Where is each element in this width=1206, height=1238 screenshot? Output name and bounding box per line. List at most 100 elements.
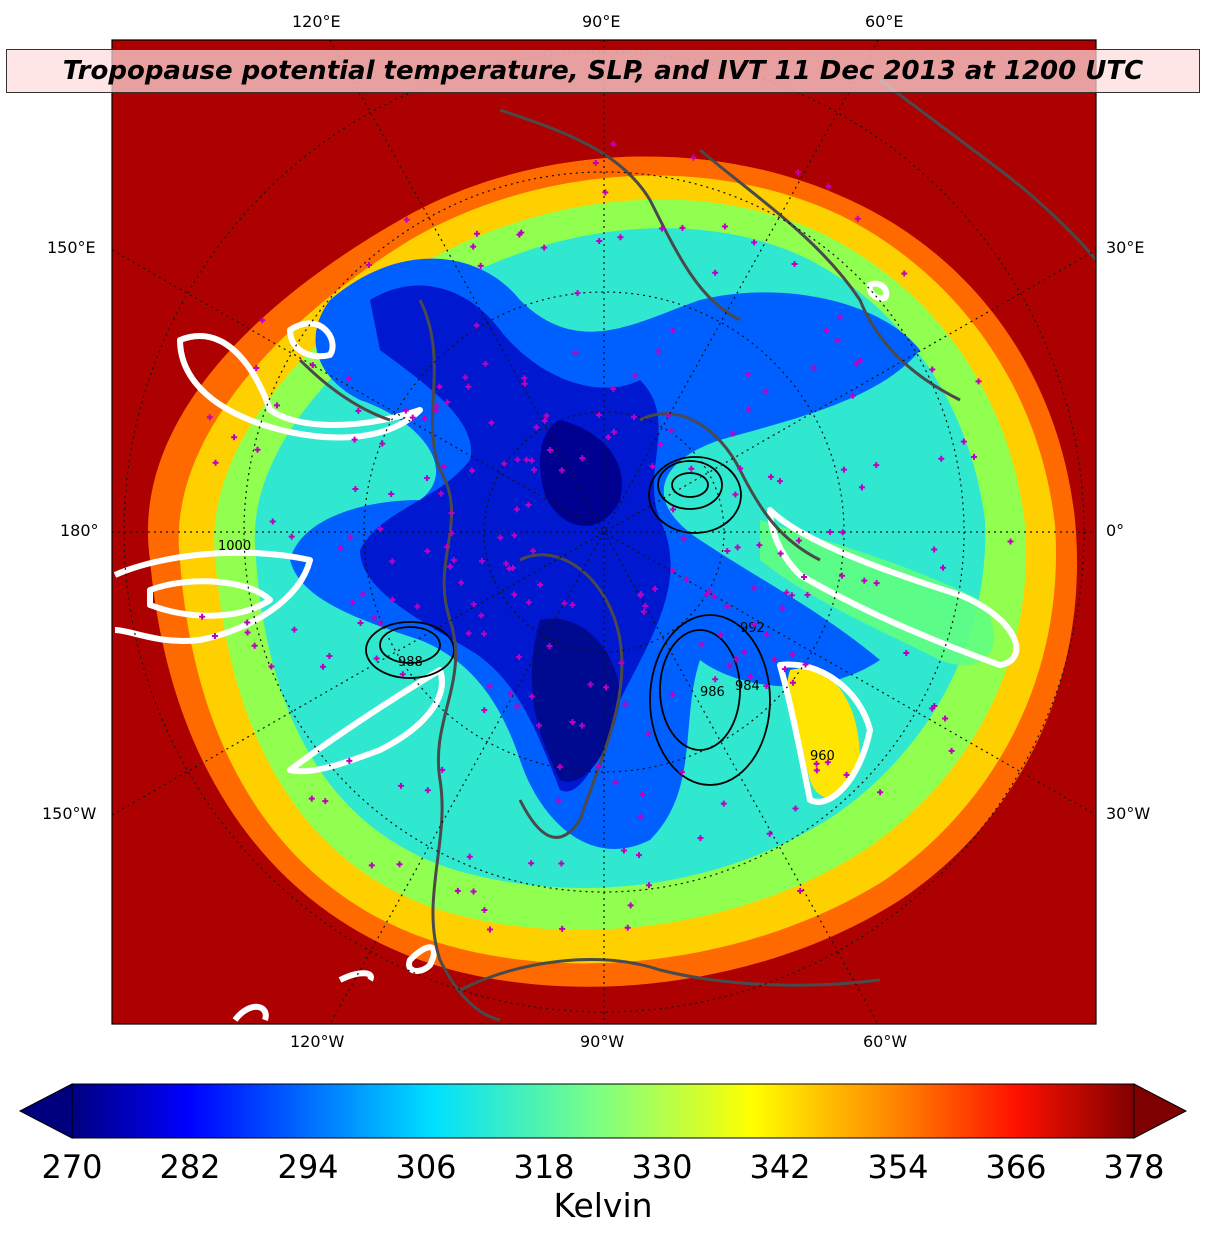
station-marker (531, 466, 538, 473)
station-marker (514, 456, 521, 463)
station-marker (523, 456, 530, 463)
station-marker (377, 525, 384, 532)
station-marker (515, 654, 522, 661)
station-marker (414, 603, 421, 610)
station-marker (337, 544, 344, 551)
station-marker (637, 813, 644, 820)
station-marker (559, 925, 566, 932)
slp-label: 960 (810, 749, 835, 764)
station-marker (357, 619, 364, 626)
station-marker (603, 684, 610, 691)
station-marker (651, 585, 658, 592)
station-marker (403, 216, 410, 223)
station-marker (659, 225, 666, 232)
station-marker (655, 348, 662, 355)
station-marker (948, 747, 955, 754)
station-marker (546, 643, 553, 650)
station-marker (596, 238, 603, 245)
station-marker (712, 269, 719, 276)
station-marker (199, 613, 206, 620)
slp-label: 992 (740, 621, 765, 636)
station-marker (355, 407, 362, 414)
station-marker (857, 357, 864, 364)
station-marker (939, 564, 946, 571)
station-marker (873, 580, 880, 587)
station-marker (480, 630, 487, 637)
station-marker (231, 434, 238, 441)
station-marker (795, 537, 802, 544)
station-marker (477, 262, 484, 269)
station-marker (574, 290, 581, 297)
station-marker (212, 459, 219, 466)
station-marker (466, 853, 473, 860)
station-marker (670, 327, 677, 334)
station-marker (840, 466, 847, 473)
station-marker (624, 924, 631, 931)
station-marker (444, 399, 451, 406)
station-marker (288, 533, 295, 540)
colorbar (18, 1083, 1188, 1139)
station-marker (622, 700, 629, 707)
station-marker (790, 679, 797, 686)
station-marker (587, 681, 594, 688)
station-marker (637, 592, 644, 599)
station-marker (389, 596, 396, 603)
station-marker (732, 491, 739, 498)
station-marker (556, 797, 563, 804)
station-marker (368, 862, 375, 869)
lon-label-left: 180° (60, 521, 99, 540)
station-marker (366, 261, 373, 268)
station-marker (873, 462, 880, 469)
station-marker (269, 518, 276, 525)
station-marker (639, 791, 646, 798)
station-marker (620, 847, 627, 854)
station-marker (433, 402, 440, 409)
station-marker (521, 380, 528, 387)
slp-labels: 1000 988 984 960 992 986 (218, 539, 835, 764)
colorbar-body (71, 1083, 1135, 1139)
station-marker (763, 683, 770, 690)
station-marker (346, 534, 353, 541)
station-marker (612, 779, 619, 786)
station-marker (346, 757, 353, 764)
station-marker (942, 715, 949, 722)
station-marker (409, 414, 416, 421)
station-marker (468, 467, 475, 474)
station-marker (556, 763, 563, 770)
station-marker (781, 666, 788, 673)
station-marker (389, 558, 396, 565)
station-marker (254, 446, 261, 453)
station-marker (536, 722, 543, 729)
station-marker (345, 374, 352, 381)
station-marker (501, 460, 508, 467)
station-marker (824, 759, 831, 766)
station-marker (697, 835, 704, 842)
title-box: Tropopause potential temperature, SLP, a… (6, 49, 1200, 93)
station-marker (740, 648, 747, 655)
station-marker (533, 424, 540, 431)
lon-label-top: 120°E (292, 12, 341, 31)
station-marker (721, 223, 728, 230)
station-marker (569, 601, 576, 608)
station-marker (602, 189, 609, 196)
station-marker (783, 589, 790, 596)
station-marker (766, 830, 773, 837)
station-marker (975, 378, 982, 385)
station-marker (440, 463, 447, 470)
station-marker (351, 436, 358, 443)
station-marker (877, 789, 884, 796)
station-marker (792, 805, 799, 812)
station-marker (839, 529, 846, 536)
station-marker (813, 767, 820, 774)
station-marker (572, 349, 579, 356)
colorbar-tick: 306 (395, 1148, 457, 1186)
station-marker (804, 591, 811, 598)
colorbar-tick: 282 (159, 1148, 221, 1186)
station-marker (688, 465, 695, 472)
station-marker (669, 567, 676, 574)
station-marker (211, 633, 218, 640)
station-marker (486, 682, 493, 689)
station-marker (458, 579, 465, 586)
station-marker (503, 560, 510, 567)
station-marker (853, 360, 860, 367)
